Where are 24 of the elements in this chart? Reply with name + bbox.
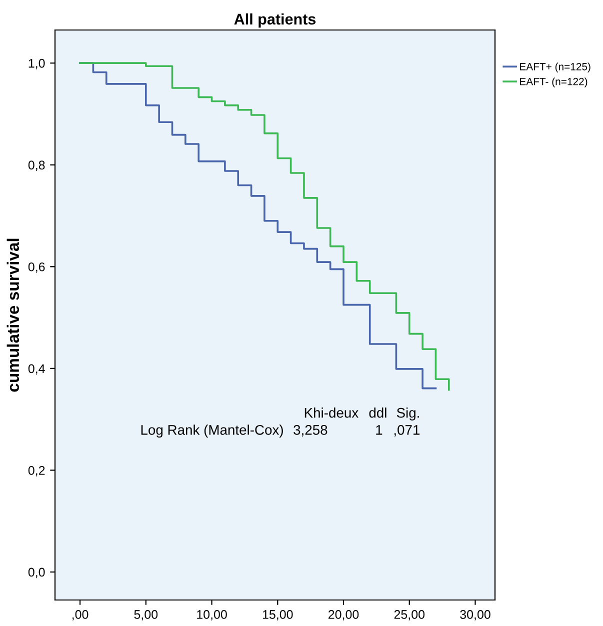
y-tick-label: 1,0: [28, 58, 45, 70]
x-tick-label: 5,00: [134, 610, 158, 620]
y-tick-label: 0,0: [28, 568, 45, 578]
x-tick-label: 10,00: [197, 610, 227, 620]
annotation: 3,258: [294, 425, 328, 436]
annotation: 1: [376, 425, 382, 435]
legend-label: EAFT+ (n=125): [520, 62, 590, 72]
annotation: Sig.: [396, 408, 419, 420]
x-tick-label: ,00: [72, 610, 88, 620]
x-tick-label: 25,00: [394, 610, 425, 620]
annotation: ddl: [369, 408, 386, 418]
y-tick-label: 0,2: [28, 466, 45, 476]
annotation: ,071: [394, 425, 420, 436]
x-tick-label: 30,00: [460, 610, 490, 620]
annotation: Log Rank (Mantel-Cox): [141, 424, 283, 438]
legend-label: EAFT- (n=122): [520, 78, 588, 88]
y-tick-label: 0,4: [28, 364, 45, 375]
x-tick-label: 20,00: [328, 610, 359, 620]
annotation: Khi-deux: [304, 408, 358, 418]
chart-title: All patients: [234, 13, 316, 28]
x-tick-label: 15,00: [262, 610, 293, 620]
y-tick-label: 0,8: [28, 160, 45, 171]
y-tick-label: 0,6: [28, 262, 45, 273]
y-axis-title: cumulative survival: [6, 238, 20, 392]
